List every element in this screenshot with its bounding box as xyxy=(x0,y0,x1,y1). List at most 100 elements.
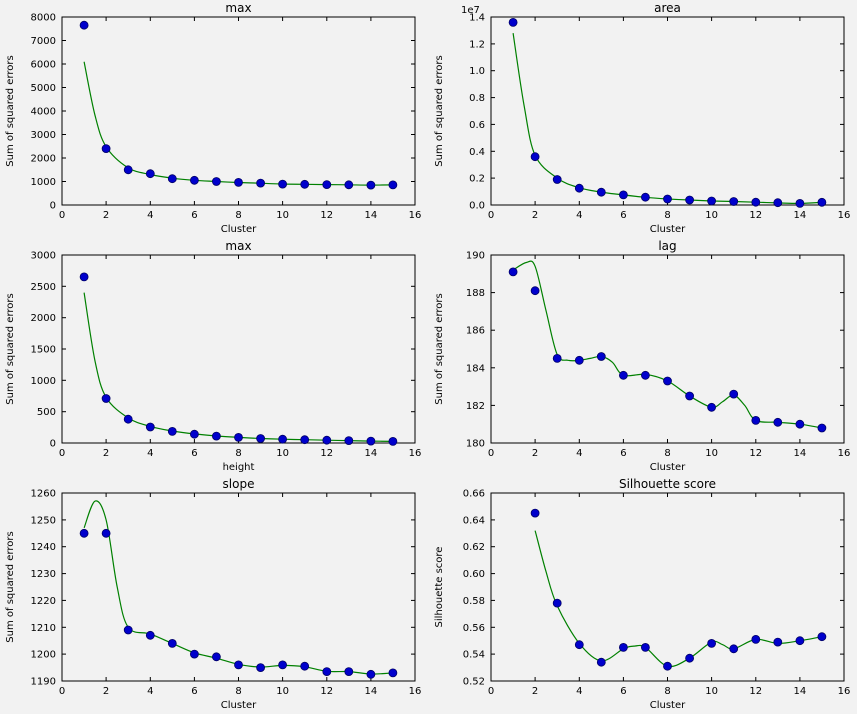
chart-title: Silhouette score xyxy=(618,477,715,491)
x-tick-label: 12 xyxy=(749,210,762,221)
x-tick-label: 14 xyxy=(365,448,378,459)
y-tick-label: 184 xyxy=(465,363,484,374)
y-axis-label: Sum of squared errors xyxy=(5,55,16,166)
chart-title: area xyxy=(654,1,681,15)
y-axis-label: Sum of squared errors xyxy=(5,293,16,404)
fit-line xyxy=(512,33,822,205)
data-point xyxy=(278,179,288,189)
subplot-slope: 0 2 4 6 8 10 12 14 16 1190 1200 1210 1220 1230 1240 125… xyxy=(0,476,428,714)
data-point xyxy=(344,180,354,190)
chart-title: lag xyxy=(658,239,676,253)
plot-area xyxy=(61,492,416,682)
data-point xyxy=(211,177,221,186)
data-point xyxy=(574,355,584,365)
data-point xyxy=(684,653,694,663)
x-tick-label: 6 xyxy=(191,448,197,459)
plot-area xyxy=(490,254,844,444)
data-point xyxy=(256,434,266,443)
y-tick-label: 5000 xyxy=(31,83,56,94)
data-point xyxy=(256,178,266,188)
y-tick-label: 0.2 xyxy=(469,174,485,185)
x-tick-label: 16 xyxy=(409,210,422,221)
data-point xyxy=(300,435,310,445)
y-tick-label: 0.56 xyxy=(462,623,484,634)
x-axis-label: Cluster xyxy=(221,224,257,235)
data-point xyxy=(322,667,332,677)
data-point xyxy=(618,190,628,200)
data-point xyxy=(750,415,760,425)
x-tick-label: 16 xyxy=(409,686,422,697)
data-point xyxy=(322,435,332,445)
y-tick-label: 2500 xyxy=(31,282,56,293)
data-point xyxy=(816,423,826,433)
data-point xyxy=(816,632,826,642)
data-point xyxy=(684,391,694,401)
data-point xyxy=(256,663,266,673)
data-point xyxy=(234,660,243,670)
x-tick-label: 14 xyxy=(793,686,806,697)
data-point xyxy=(145,422,155,432)
fit-line xyxy=(83,61,393,186)
data-point xyxy=(728,644,738,654)
x-tick-label: 12 xyxy=(320,210,333,221)
data-point xyxy=(211,652,221,662)
x-axis-label: height xyxy=(223,462,255,473)
x-tick-label: 4 xyxy=(576,448,582,459)
x-tick-label: 16 xyxy=(409,448,422,459)
data-point xyxy=(728,197,738,206)
data-point xyxy=(662,661,672,671)
x-tick-label: 10 xyxy=(705,448,718,459)
x-tick-label: 8 xyxy=(664,686,670,697)
data-point xyxy=(574,183,584,193)
data-point xyxy=(794,636,804,646)
chart-canvas: 0 2 4 6 8 10 12 14 16 1190 1200 1210 1220 1230 1240 125… xyxy=(5,477,422,711)
data-point xyxy=(234,432,243,442)
data-point xyxy=(552,598,562,608)
data-point xyxy=(684,195,694,205)
x-tick-label: 6 xyxy=(191,686,197,697)
chart-title: max xyxy=(225,239,251,253)
x-axis-label: Cluster xyxy=(649,224,685,235)
data-point xyxy=(662,376,672,386)
y-tick-label: 3000 xyxy=(31,251,56,262)
subplot-lag: 0 2 4 6 8 10 12 14 16 180 182 184 186 188 190 lag Cluste… xyxy=(429,238,857,476)
fit-line xyxy=(83,500,393,675)
x-tick-label: 6 xyxy=(620,448,626,459)
data-point xyxy=(189,175,199,185)
data-point xyxy=(101,528,111,538)
y-tick-label: 0.6 xyxy=(469,120,485,131)
x-tick-label: 0 xyxy=(487,448,493,459)
x-tick-label: 2 xyxy=(103,210,109,221)
y-tick-label: 1500 xyxy=(31,345,56,356)
axis-offset-text: 1e7 xyxy=(461,5,480,16)
y-tick-label: 1240 xyxy=(31,542,56,553)
x-tick-label: 8 xyxy=(235,210,241,221)
x-tick-label: 10 xyxy=(705,686,718,697)
x-tick-label: 14 xyxy=(365,210,378,221)
y-axis-label: Sum of squared errors xyxy=(434,293,445,404)
y-tick-label: 3000 xyxy=(31,130,56,141)
data-point xyxy=(167,426,177,436)
data-point xyxy=(530,508,539,518)
x-tick-label: 12 xyxy=(749,686,762,697)
data-point xyxy=(79,20,89,30)
y-tick-label: 1.2 xyxy=(469,39,485,50)
y-tick-label: 2000 xyxy=(31,313,56,324)
y-tick-label: 180 xyxy=(465,439,484,450)
y-tick-label: 182 xyxy=(465,401,484,412)
y-tick-label: 0.66 xyxy=(462,489,484,500)
chart-canvas: 0 2 4 6 8 10 12 14 16 0 500 1000 1500 2000 2500 3000 max… xyxy=(5,239,422,473)
data-point xyxy=(574,640,584,650)
y-tick-label: 7000 xyxy=(31,36,56,47)
y-tick-label: 0.8 xyxy=(469,93,485,104)
x-axis-label: Cluster xyxy=(649,462,685,473)
y-tick-label: 4000 xyxy=(31,107,56,118)
chart-canvas: 0 2 4 6 8 10 12 14 16 180 182 184 186 188 190 lag Cluste… xyxy=(434,239,850,473)
x-tick-label: 2 xyxy=(531,686,537,697)
x-tick-label: 8 xyxy=(664,210,670,221)
data-point xyxy=(508,17,517,27)
y-tick-label: 8000 xyxy=(31,13,56,24)
x-tick-label: 0 xyxy=(487,210,493,221)
chart-canvas: 0 2 4 6 8 10 12 14 16 0.0 0.2 0.4 0.6 0.8 1.0 1.2 1.4 are… xyxy=(434,1,850,235)
